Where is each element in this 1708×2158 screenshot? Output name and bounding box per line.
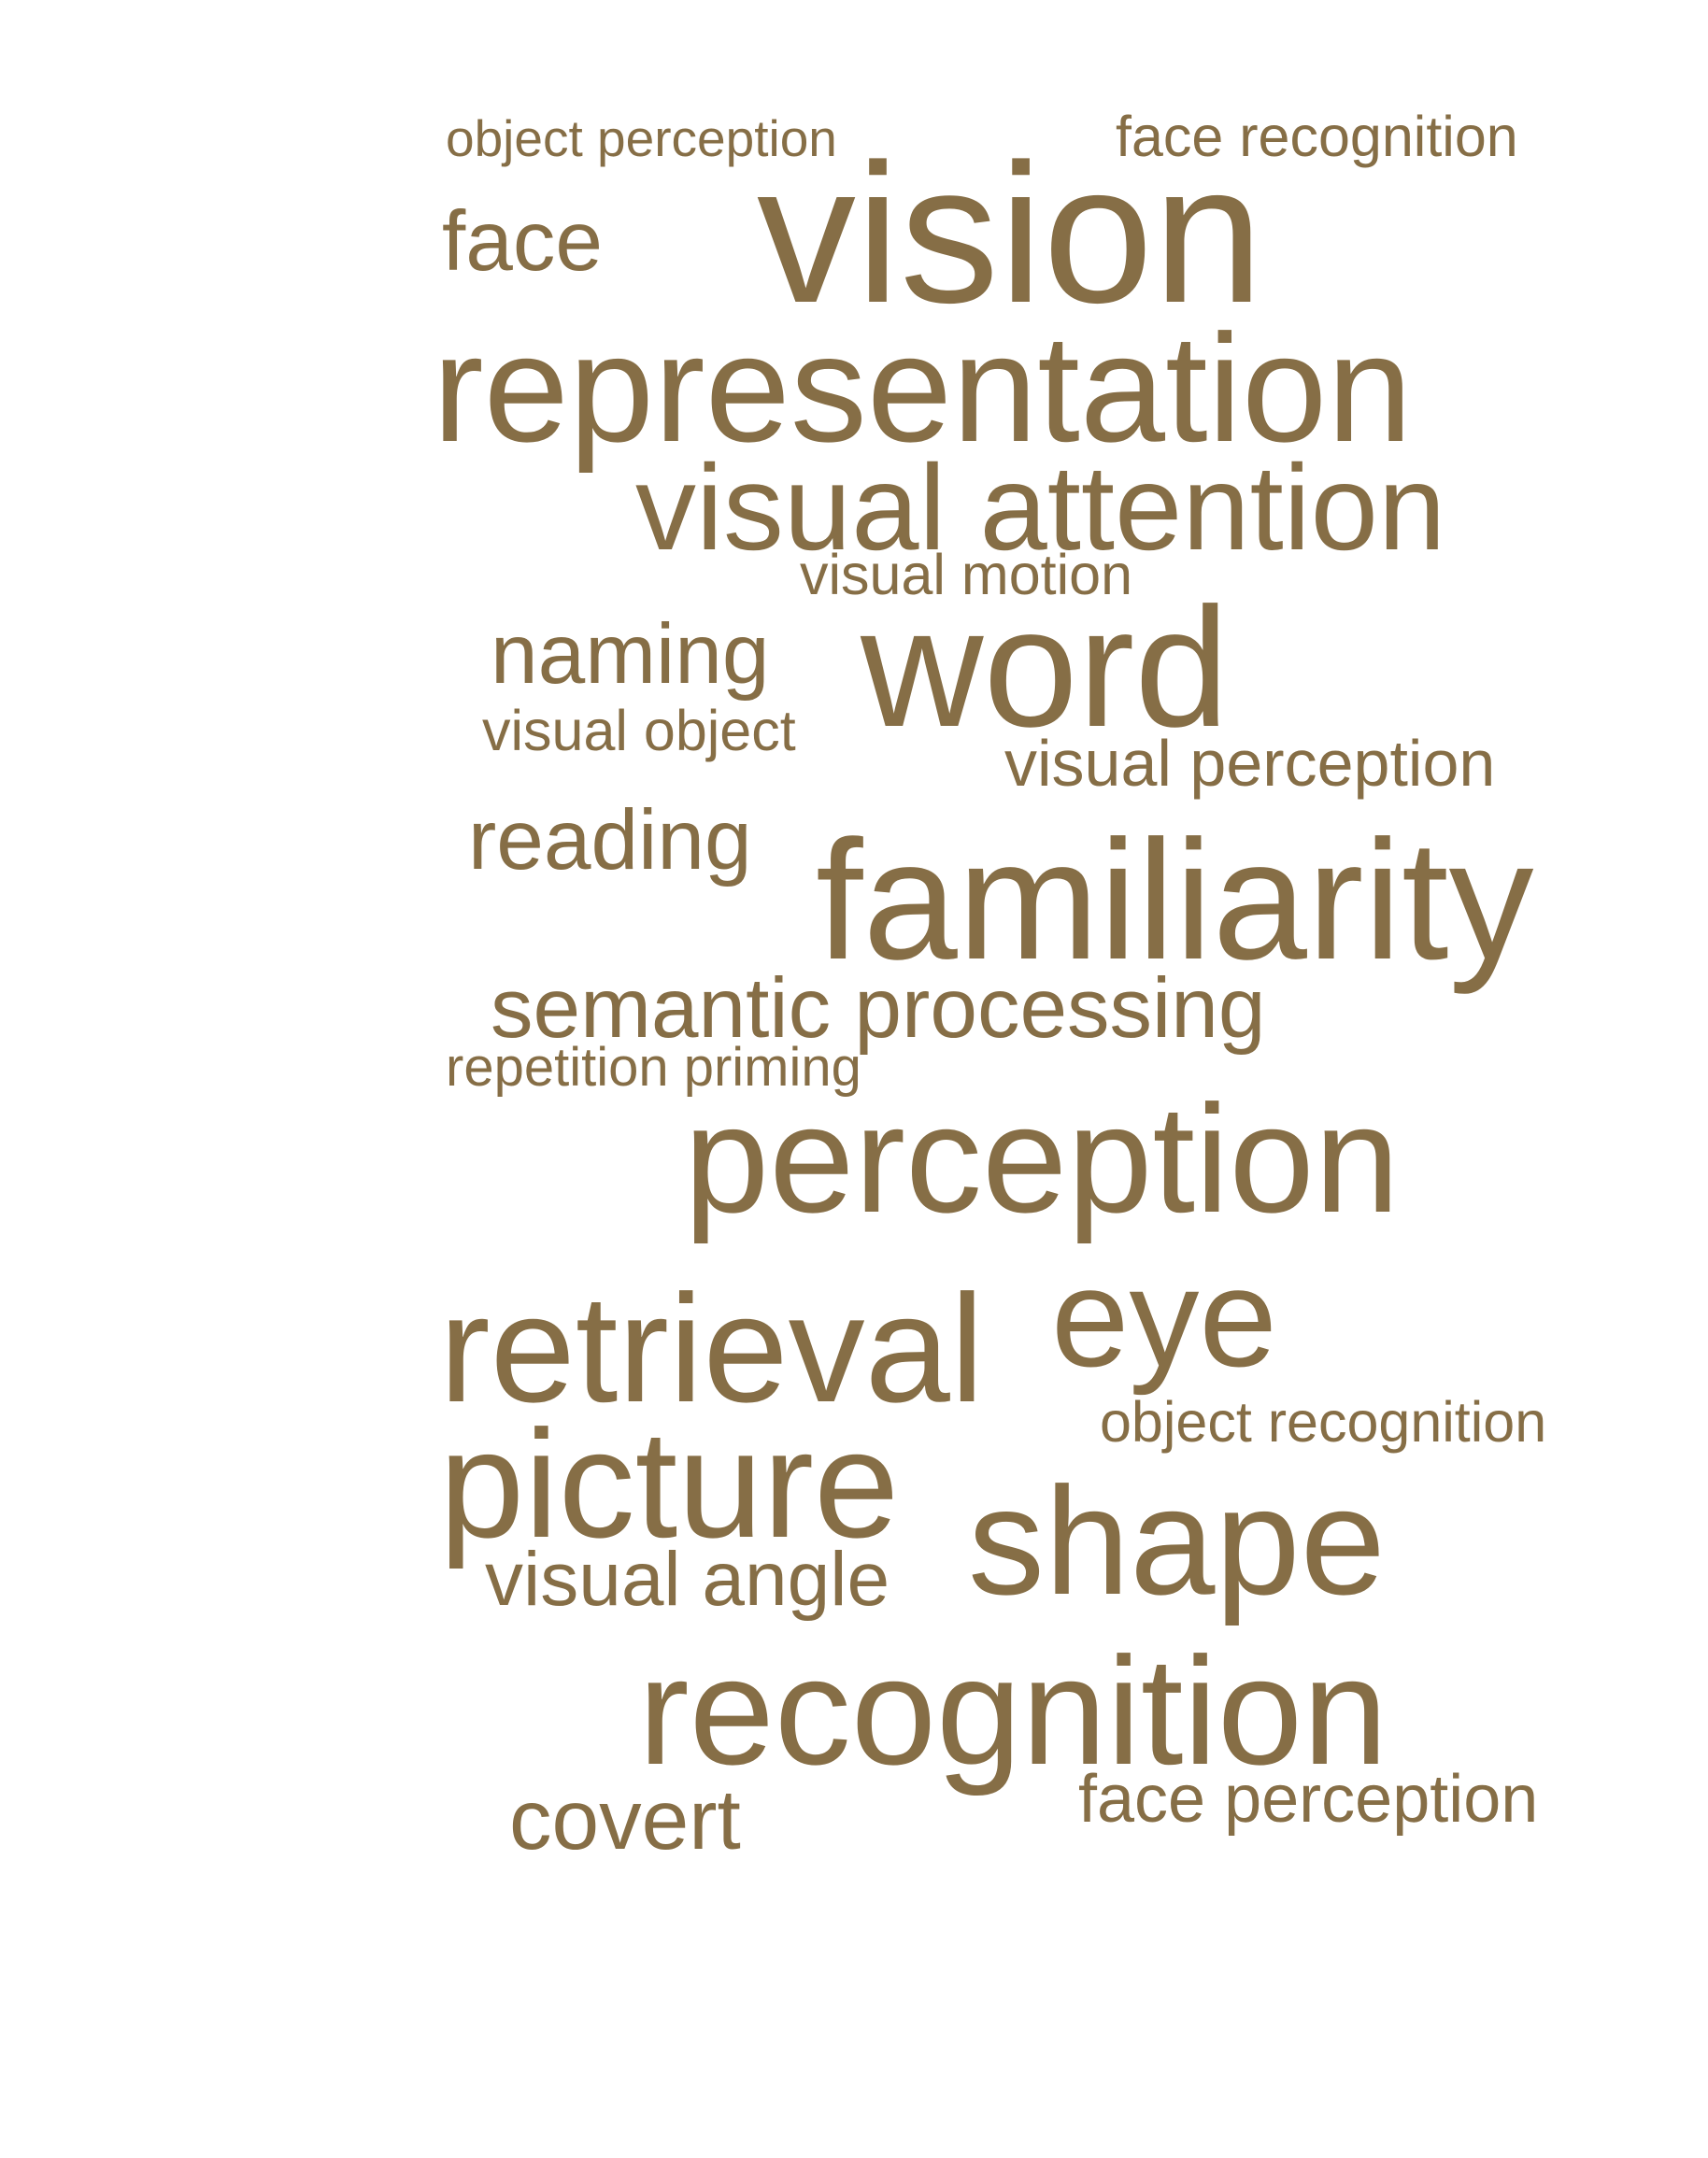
- word-retrieval: retrieval: [439, 1263, 985, 1434]
- word-vision: vision: [757, 122, 1264, 344]
- word-visual-perception: visual perception: [1004, 727, 1496, 800]
- word-visual-motion: visual motion: [800, 543, 1132, 606]
- word-recognition: recognition: [638, 1626, 1388, 1796]
- word-visual-attention: visual attention: [635, 439, 1446, 575]
- word-shape: shape: [968, 1455, 1386, 1626]
- word-reading: reading: [468, 793, 752, 887]
- word-perception: perception: [684, 1073, 1400, 1244]
- word-representation: representation: [433, 303, 1413, 474]
- word-covert: covert: [509, 1773, 741, 1867]
- word-picture: picture: [439, 1398, 900, 1569]
- word-eye: eye: [1051, 1239, 1277, 1396]
- word-face-recognition: face recognition: [1116, 105, 1518, 168]
- word-word: word: [861, 572, 1230, 762]
- word-face: face: [442, 194, 604, 289]
- word-repetition-priming: repetition priming: [446, 1037, 861, 1098]
- word-visual-object: visual object: [482, 699, 796, 762]
- word-semantic-processing: semantic processing: [491, 961, 1266, 1056]
- word-face-perception: face perception: [1078, 1762, 1539, 1837]
- word-object-perception: object perception: [446, 109, 837, 167]
- word-naming: naming: [491, 607, 770, 702]
- word-visual-angle: visual angle: [485, 1537, 890, 1622]
- word-familiarity: familiarity: [816, 804, 1534, 995]
- word-object-recognition: object recognition: [1100, 1390, 1547, 1454]
